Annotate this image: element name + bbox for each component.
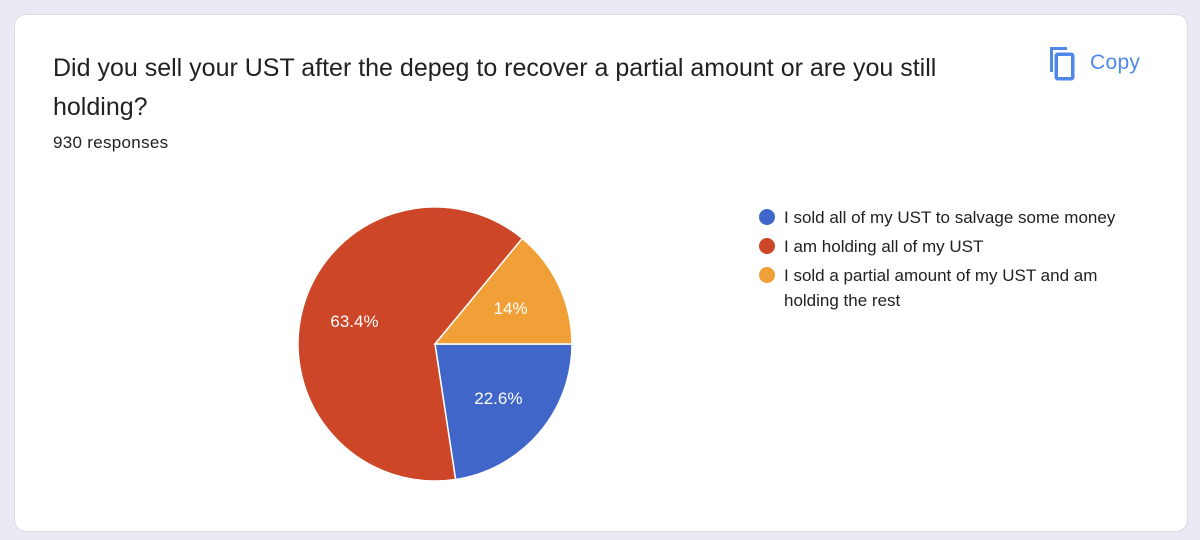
copy-label: Copy <box>1090 51 1141 74</box>
legend-label: I sold a partial amount of my UST and am… <box>784 266 1098 310</box>
summary-card: Did you sell your UST after the depeg to… <box>14 14 1188 532</box>
response-count: 930 responses <box>53 133 169 152</box>
slice-label: 14% <box>494 299 528 318</box>
legend-swatch <box>759 238 775 254</box>
legend-swatch <box>759 267 775 283</box>
legend-item: I sold a partial amount of my UST and am… <box>759 263 1119 313</box>
legend-label: I sold all of my UST to salvage some mon… <box>784 208 1116 227</box>
copy-button[interactable]: Copy <box>1043 43 1140 83</box>
copy-icon <box>1043 45 1075 81</box>
legend-item: I am holding all of my UST <box>759 234 1119 259</box>
slice-label: 63.4% <box>330 312 378 331</box>
slice-label: 22.6% <box>474 389 522 408</box>
pie-slice <box>434 343 573 481</box>
chart-legend: I sold all of my UST to salvage some mon… <box>759 205 1119 317</box>
legend-swatch <box>759 209 775 225</box>
legend-label: I am holding all of my UST <box>784 237 984 256</box>
legend-item: I sold all of my UST to salvage some mon… <box>759 205 1119 230</box>
question-title: Did you sell your UST after the depeg to… <box>53 54 937 121</box>
pie-chart: 22.6% 63.4% 14% <box>297 206 573 482</box>
pie-slice <box>433 237 573 345</box>
pie-slice <box>297 206 524 482</box>
